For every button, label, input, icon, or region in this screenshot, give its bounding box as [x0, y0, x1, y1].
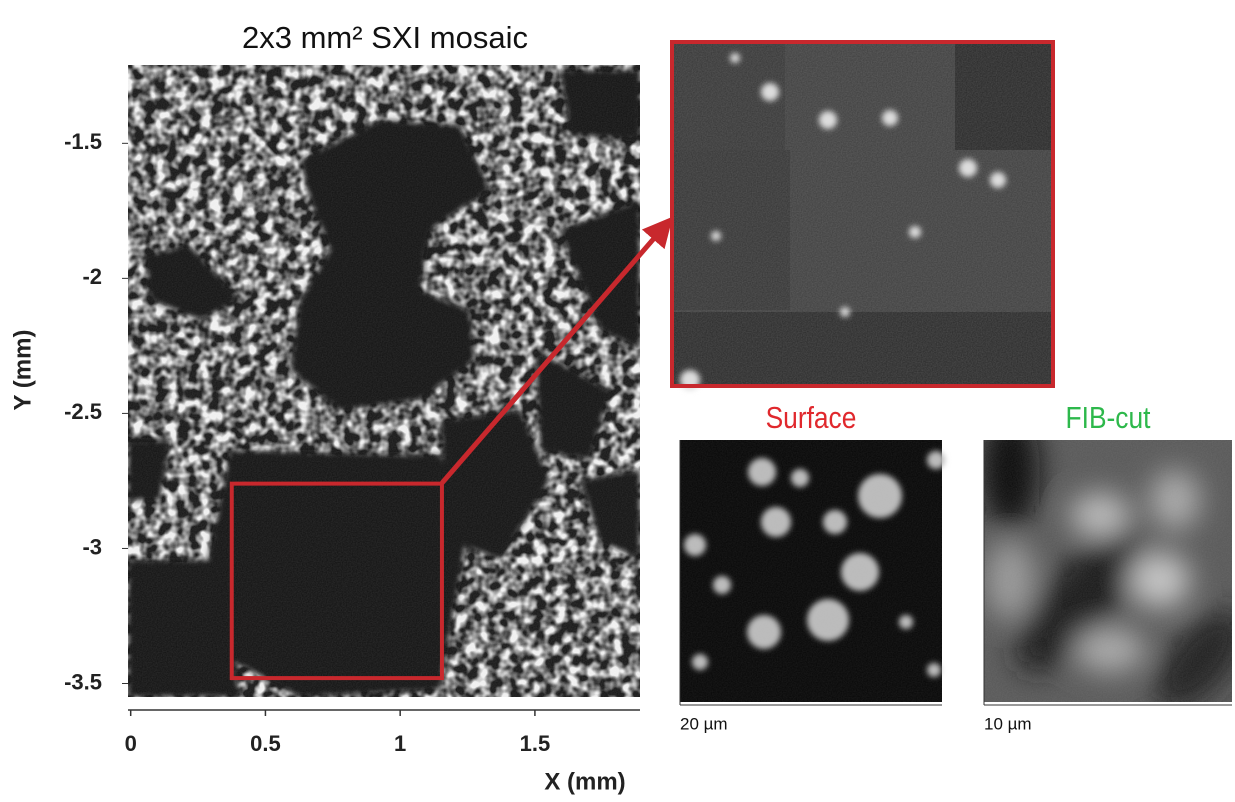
scale-label: 10 µm	[984, 714, 1032, 733]
y-tick-label: -2.5	[64, 399, 102, 424]
x-tick-label: 0	[125, 731, 137, 756]
figure: 2x3 mm² SXI mosaic X (mm) Y (mm) 0 0.5 1 1.…	[0, 0, 1235, 802]
x-tick-label: 1.5	[520, 731, 551, 756]
y-tick-label: -1.5	[64, 129, 102, 154]
x-axis-label: X (mm)	[544, 768, 625, 795]
y-tick-label: -3.5	[64, 669, 102, 694]
y-tick-label: -3	[82, 534, 102, 559]
x-tick-label: 1	[394, 731, 406, 756]
zoom-image	[670, 40, 1055, 390]
y-axis-label: Y (mm)	[9, 330, 36, 411]
chart-title: 2x3 mm² SXI mosaic	[242, 20, 528, 55]
mosaic-image	[128, 65, 640, 697]
fib-cut-image	[980, 410, 1235, 725]
inset-title: FIB-cut	[1066, 401, 1151, 435]
x-tick-label: 0.5	[250, 731, 281, 756]
scale-label: 20 µm	[680, 714, 728, 733]
inset-title: Surface	[766, 401, 857, 435]
surface-image	[680, 440, 945, 702]
y-tick-label: -2	[82, 264, 102, 289]
